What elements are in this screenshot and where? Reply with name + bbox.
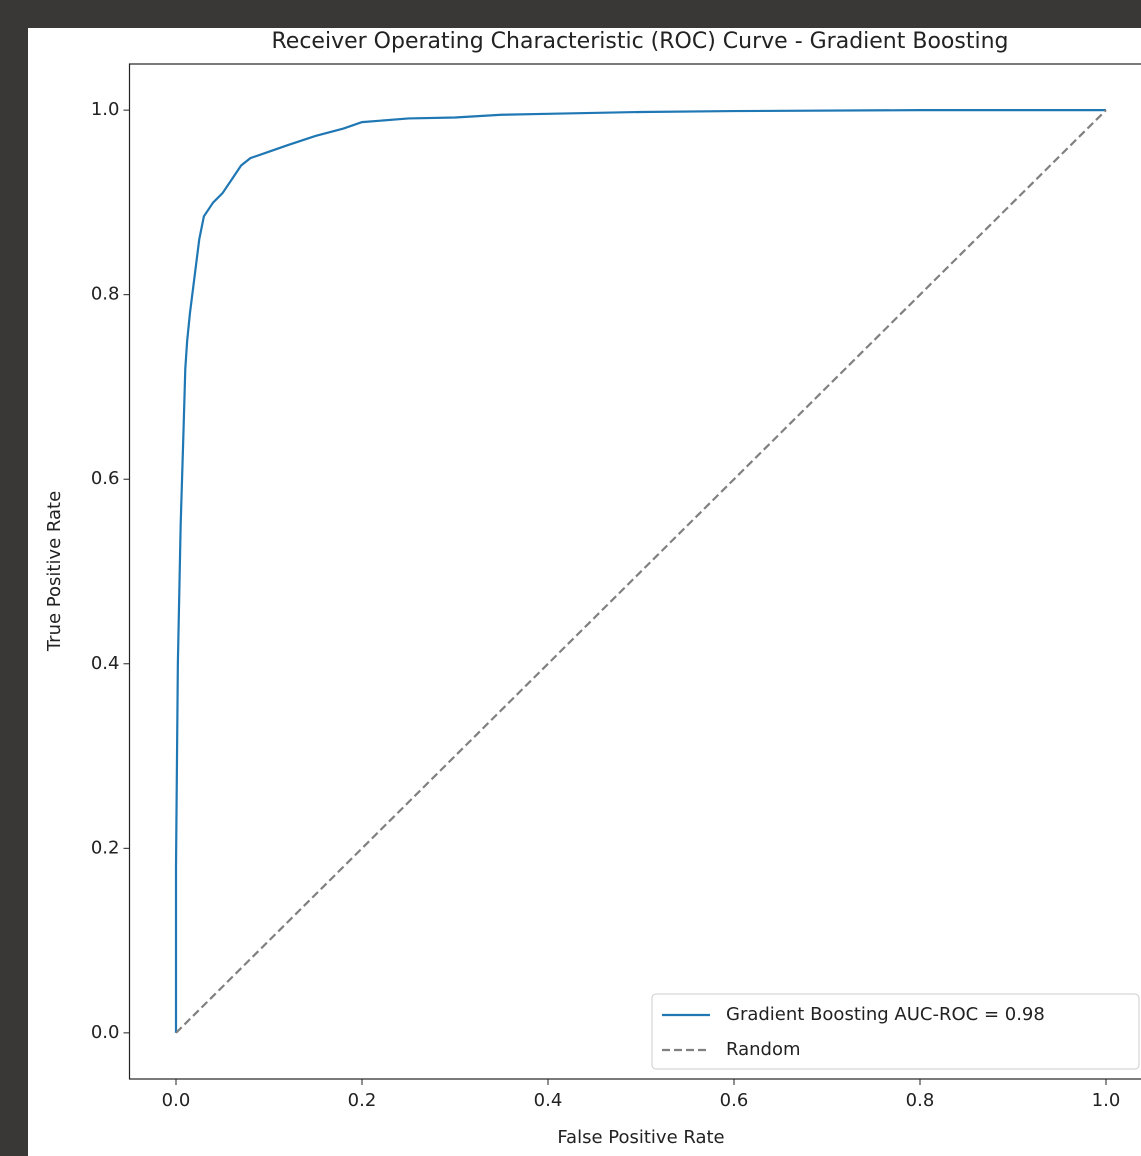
x-tick-label: 1.0 — [1092, 1090, 1121, 1111]
figure-background — [28, 28, 1141, 1156]
axes-frame — [128, 63, 1141, 1080]
legend-label: Gradient Boosting AUC-ROC = 0.98 — [726, 1004, 1045, 1025]
legend-label: Random — [726, 1039, 801, 1060]
y-tick-label: 1.0 — [91, 99, 120, 120]
legend-box — [651, 993, 1140, 1070]
y-tick-label: 0.0 — [91, 1022, 120, 1043]
y-tick-label: 0.4 — [91, 653, 120, 674]
line-series — [175, 109, 1107, 1034]
y-tick-label: 0.6 — [91, 468, 120, 489]
x-tick-label: 0.8 — [906, 1090, 935, 1111]
y-axis-label: True Positive Rate — [44, 491, 65, 652]
y-tick-label: 0.2 — [91, 837, 120, 858]
x-tick-label: 0.4 — [534, 1090, 563, 1111]
x-tick-label: 0.6 — [720, 1090, 749, 1111]
y-tick-label: 0.8 — [91, 284, 120, 305]
line-series — [174, 109, 1106, 1033]
x-tick-label: 0.0 — [162, 1090, 191, 1111]
chart-title: Receiver Operating Characteristic (ROC) … — [272, 29, 1009, 54]
x-axis-label: False Positive Rate — [557, 1127, 724, 1148]
x-tick-label: 0.2 — [348, 1090, 377, 1111]
